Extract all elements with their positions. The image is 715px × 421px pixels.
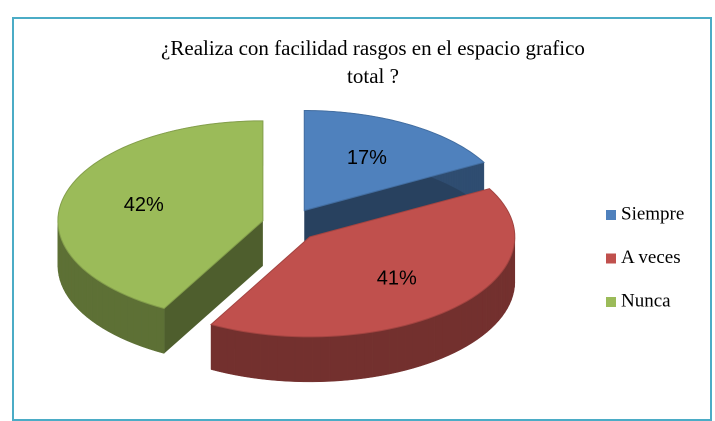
slice xyxy=(210,188,516,383)
slice-top xyxy=(303,110,485,212)
slice-wall xyxy=(507,259,510,309)
slice-wall xyxy=(234,329,244,377)
slice-wall xyxy=(156,305,165,354)
slice-wall xyxy=(494,275,499,326)
slice xyxy=(57,120,264,354)
slice-wall xyxy=(486,282,492,333)
slice-wall xyxy=(471,294,478,344)
slice-wall xyxy=(63,243,66,294)
slice-wall xyxy=(405,322,414,371)
legend-swatch xyxy=(606,253,616,264)
slice-wall xyxy=(108,286,115,336)
slice-wall xyxy=(127,295,135,345)
slice-wall xyxy=(91,275,98,326)
slice-wall xyxy=(78,263,83,315)
slice-wall xyxy=(312,336,322,383)
slice-wall xyxy=(355,332,365,380)
data-label: 17% xyxy=(347,147,387,169)
slice-wall xyxy=(389,326,398,375)
slice-wall xyxy=(412,320,421,369)
slice-wall xyxy=(364,331,374,379)
slice-wall xyxy=(448,307,456,356)
slice-wall xyxy=(509,255,512,305)
legend-label: Siempre xyxy=(621,203,684,224)
slice-wall xyxy=(329,335,339,382)
legend-label: A veces xyxy=(621,247,681,268)
slice-wall xyxy=(86,271,93,322)
slice-wall xyxy=(397,325,406,373)
slice-wall xyxy=(501,266,506,318)
slice-wall xyxy=(427,315,436,364)
legend-swatch xyxy=(606,210,616,220)
slice-wall xyxy=(434,313,443,362)
slice-wall xyxy=(141,301,149,350)
slice-wall xyxy=(477,290,483,340)
slice-wall xyxy=(504,262,508,314)
slice-wall xyxy=(454,304,462,353)
slice-top xyxy=(210,188,516,338)
slice-wall xyxy=(420,318,429,367)
slice-wall xyxy=(120,292,128,342)
slice-wall xyxy=(320,336,331,382)
data-label: 42% xyxy=(124,194,164,216)
slice-wall xyxy=(460,300,467,350)
slice-wall xyxy=(347,334,357,381)
legend-label: Nunca xyxy=(621,290,671,311)
slice-wall xyxy=(242,331,252,379)
slice-wall xyxy=(372,330,382,378)
slice-wall xyxy=(259,333,269,381)
slice-wall xyxy=(268,334,278,381)
slice-wall xyxy=(294,336,304,383)
slice-wall xyxy=(74,259,79,311)
slice-wall xyxy=(114,289,121,339)
slice-wall xyxy=(71,255,75,307)
slice-wall xyxy=(285,335,296,382)
slice-wall xyxy=(210,324,220,372)
slice-top xyxy=(57,120,264,310)
slice-wall xyxy=(277,335,287,382)
slice-wall xyxy=(441,310,449,359)
slice-wall xyxy=(482,286,488,337)
slice-wall xyxy=(466,297,473,347)
slice-wall xyxy=(226,328,236,376)
slice-wall xyxy=(218,326,228,374)
slice-wall xyxy=(381,328,390,376)
chart-title: ¿Realiza con facilidad rasgos en el espa… xyxy=(161,36,585,88)
slice-wall xyxy=(498,271,503,322)
slice-wall xyxy=(82,267,88,318)
slice-side xyxy=(164,220,263,354)
slice-wall xyxy=(338,334,348,382)
legend-swatch xyxy=(606,297,616,307)
slice-wall xyxy=(96,279,103,329)
slice-wall xyxy=(102,282,109,332)
slice-wall xyxy=(490,279,496,330)
data-label: 41% xyxy=(377,268,417,290)
slice-wall xyxy=(68,251,72,303)
slice-wall xyxy=(303,336,313,383)
slice-wall xyxy=(251,332,261,380)
slice-wall xyxy=(148,303,157,352)
slice-wall xyxy=(65,247,69,299)
slice-wall xyxy=(133,298,142,347)
